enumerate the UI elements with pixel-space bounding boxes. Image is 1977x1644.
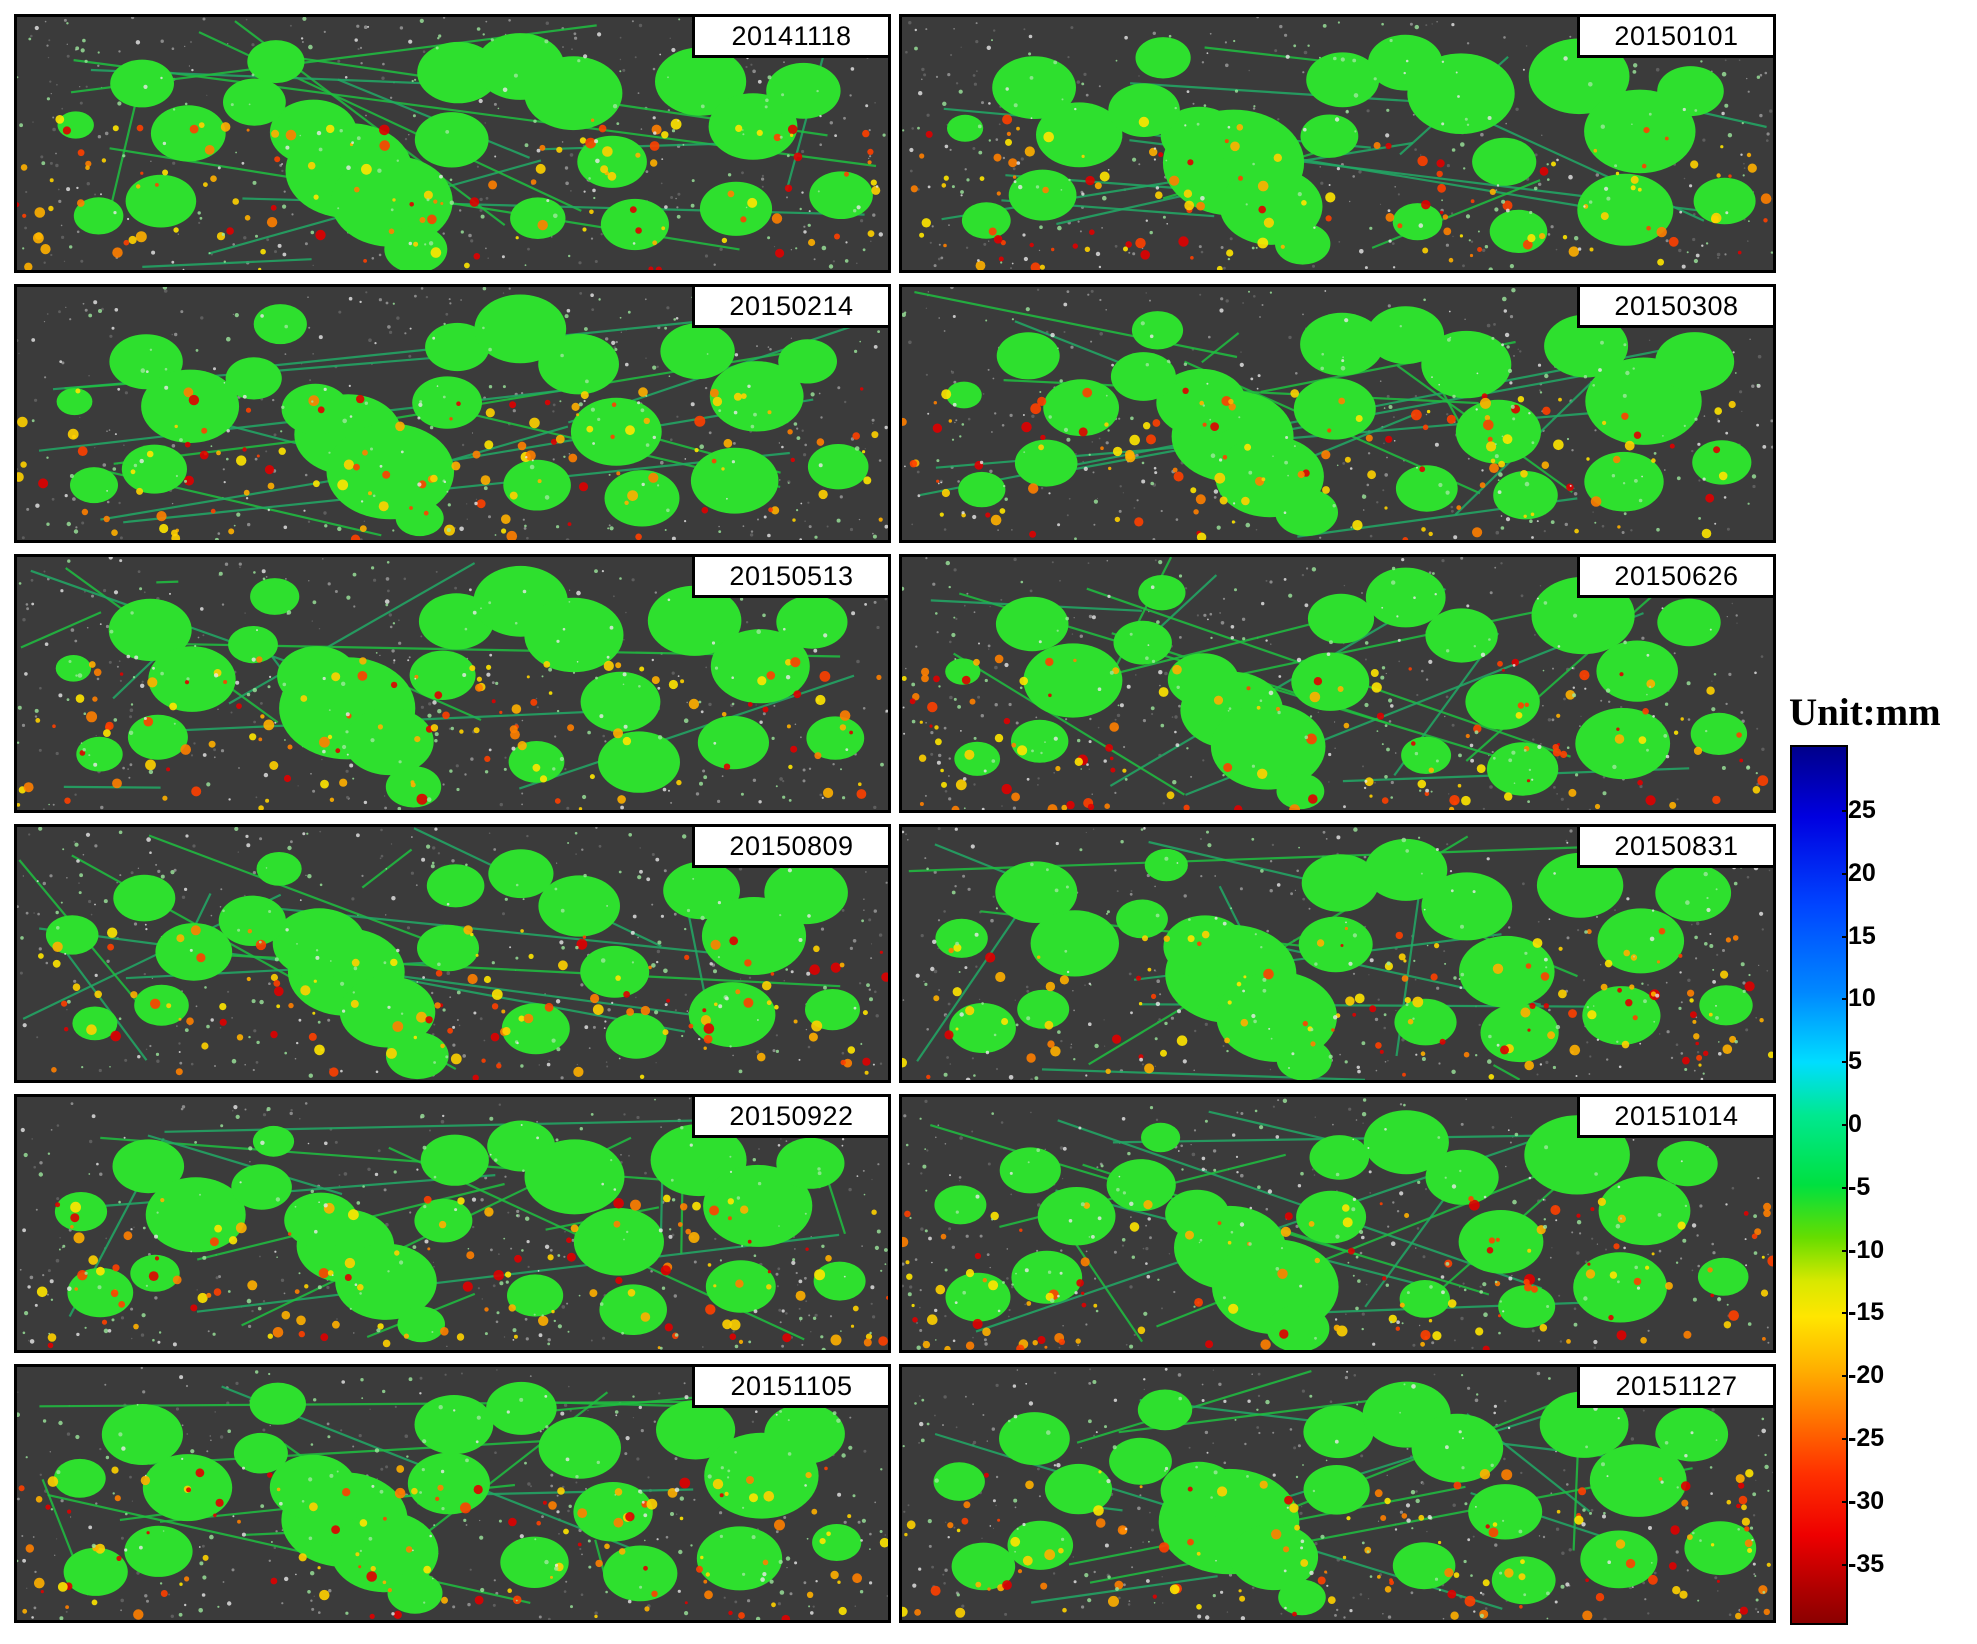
deformation-map xyxy=(17,1097,888,1350)
deformation-map xyxy=(902,17,1773,270)
colorbar-tick-label: -30 xyxy=(1841,1487,1885,1515)
deformation-map xyxy=(902,827,1773,1080)
panel-date-label: 20151105 xyxy=(692,1367,888,1408)
deformation-map xyxy=(902,287,1773,540)
deformation-map xyxy=(902,1367,1773,1620)
map-panel: 20150214 xyxy=(14,284,891,543)
panel-date-label: 20141118 xyxy=(692,17,888,58)
legend-title: Unit:mm xyxy=(1789,691,1941,734)
deformation-map xyxy=(17,827,888,1080)
colorbar-tick-label: 0 xyxy=(1842,1110,1862,1138)
colorbar xyxy=(1790,745,1848,1625)
colorbar-tick-label: 10 xyxy=(1842,984,1876,1012)
deformation-map xyxy=(17,557,888,810)
panel-date-label: 20150214 xyxy=(692,287,888,328)
panel-date-label: 20150831 xyxy=(1577,827,1773,868)
map-panel: 20150922 xyxy=(14,1094,891,1353)
colorbar-tick-label: 20 xyxy=(1842,859,1876,887)
map-panel: 20150308 xyxy=(899,284,1776,543)
colorbar-tick-label: -35 xyxy=(1841,1550,1885,1578)
colorbar-tick-label: -15 xyxy=(1841,1298,1885,1326)
map-panel: 20150101 xyxy=(899,14,1776,273)
colorbar-tick-label: -25 xyxy=(1841,1424,1885,1452)
map-panel: 20141118 xyxy=(14,14,891,273)
panel-date-label: 20150308 xyxy=(1577,287,1773,328)
colorbar-tick-label: 15 xyxy=(1842,922,1876,950)
map-panel: 20150513 xyxy=(14,554,891,813)
deformation-map xyxy=(902,557,1773,810)
panel-date-label: 20151127 xyxy=(1577,1367,1773,1408)
panel-date-label: 20150626 xyxy=(1577,557,1773,598)
colorbar-tick-label: 25 xyxy=(1842,796,1876,824)
map-panel: 20151105 xyxy=(14,1364,891,1623)
panel-date-label: 20151014 xyxy=(1577,1097,1773,1138)
colorbar-tick-label: -5 xyxy=(1841,1173,1871,1201)
deformation-map xyxy=(17,287,888,540)
colorbar-tick-label: -20 xyxy=(1841,1361,1885,1389)
deformation-map xyxy=(17,17,888,270)
panel-date-label: 20150513 xyxy=(692,557,888,598)
map-panel: 20151014 xyxy=(899,1094,1776,1353)
colorbar-tick-label: -10 xyxy=(1841,1236,1885,1264)
panel-date-label: 20150809 xyxy=(692,827,888,868)
panel-date-label: 20150101 xyxy=(1577,17,1773,58)
colorbar-tick-label: 5 xyxy=(1842,1047,1862,1075)
panel-date-label: 20150922 xyxy=(692,1097,888,1138)
map-panel: 20150626 xyxy=(899,554,1776,813)
map-panel: 20150809 xyxy=(14,824,891,1083)
deformation-map xyxy=(17,1367,888,1620)
map-panel: 20150831 xyxy=(899,824,1776,1083)
map-panel: 20151127 xyxy=(899,1364,1776,1623)
